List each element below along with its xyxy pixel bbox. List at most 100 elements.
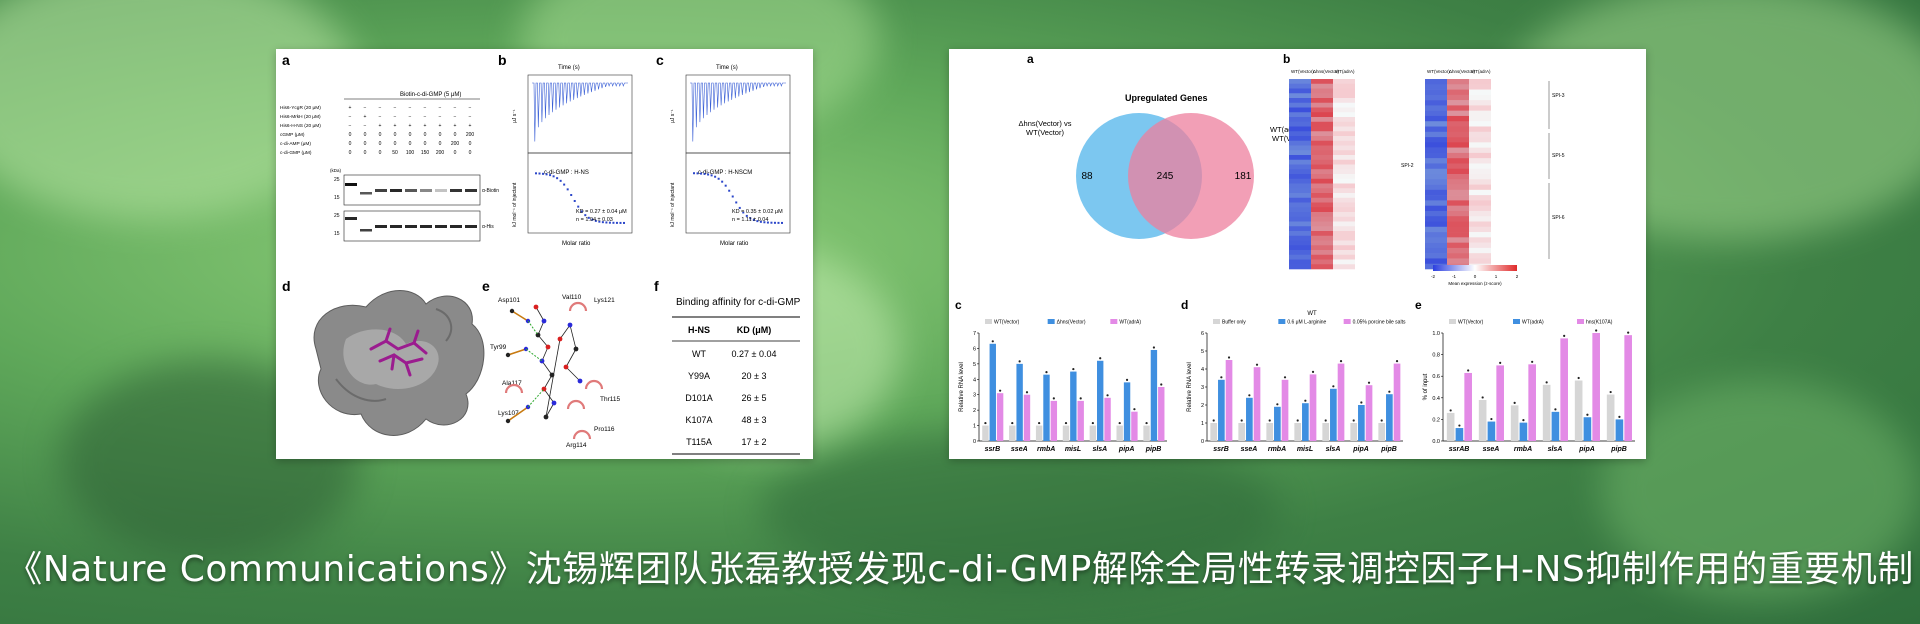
- heatmap-cell: [1447, 247, 1469, 254]
- blot-row-value: 0: [364, 132, 367, 138]
- heatmap-cell: [1289, 212, 1311, 218]
- heatmap-cell: [1447, 168, 1469, 175]
- bar-dot: [1522, 419, 1525, 422]
- residue-label: Lys107: [498, 410, 519, 417]
- heatmap-cell: [1447, 163, 1469, 170]
- heatmap-cell: [1425, 210, 1447, 217]
- colorbar-tick: -1: [1452, 274, 1456, 279]
- bar-category-label: slsA: [1092, 446, 1107, 453]
- bar-legend-label: Buffer only: [1222, 320, 1246, 326]
- bar: [996, 393, 1004, 441]
- bar-legend-swatch: [1577, 319, 1584, 324]
- heatmap-cell: [1289, 240, 1311, 246]
- heatmap-cell: [1425, 147, 1447, 154]
- bar-dot: [1380, 419, 1383, 422]
- heatmap-cell: [1311, 174, 1333, 180]
- itc-c-ylabel: kJ mol⁻¹ of injectant: [670, 182, 676, 227]
- bar-ylabel: % of input: [1423, 373, 1429, 400]
- bar-dot: [1449, 409, 1452, 412]
- heatmap-cell: [1333, 183, 1355, 189]
- blot-band: [465, 225, 477, 228]
- heatmap-cell: [1289, 259, 1311, 265]
- bar-tick-label: 5: [1201, 349, 1204, 355]
- itc-b-fit-frame: [527, 152, 633, 234]
- bar-e-panel-label: e: [1415, 298, 1422, 312]
- heatmap-cell: [1333, 264, 1355, 270]
- heatmap-cell: [1333, 235, 1355, 241]
- bar-category-label: slsA: [1326, 446, 1341, 453]
- itc-point: [598, 220, 601, 223]
- heatmap-cell: [1469, 174, 1491, 180]
- itc-c-raw-trace: [690, 82, 786, 142]
- blot-band: [435, 225, 447, 228]
- ligand-atom: [563, 364, 569, 370]
- colorbar-title: Mean expression (z-score): [1448, 281, 1502, 286]
- heatmap-cell: [1425, 121, 1447, 127]
- heatmap-cell: [1447, 184, 1469, 191]
- itc-point: [742, 211, 745, 214]
- bar-category-label: sseA: [1011, 446, 1028, 453]
- bar-legend-swatch: [985, 319, 992, 324]
- bar-tick-label: 5: [973, 362, 976, 368]
- heatmap-cell: [1447, 79, 1469, 85]
- blot-row-value: +: [454, 123, 457, 129]
- heatmap-cell: [1425, 126, 1447, 133]
- blot-row-value: 0: [439, 132, 442, 138]
- affinity-row-name: Y99A: [688, 371, 710, 381]
- bar-chart-d: 0 1 2 3 4 5 6 Relative RNA level Buffer only 0.6 …: [1187, 319, 1406, 453]
- itc-point: [549, 174, 552, 177]
- blot-band: [450, 189, 462, 192]
- blot-row-value: 0: [364, 150, 367, 156]
- bar: [1143, 425, 1150, 441]
- itc-point: [535, 172, 537, 175]
- bar-dot: [1595, 329, 1598, 332]
- bar-tick-label: 0: [973, 439, 976, 445]
- heatmap-cell: [1333, 207, 1355, 213]
- blot-row-value: 0: [364, 141, 367, 147]
- heatmap-cell: [1289, 188, 1311, 194]
- bar-tick-label: 1.0: [1432, 331, 1440, 337]
- blot-row-value: 0: [349, 141, 352, 147]
- hydrophobic-arc: [504, 383, 524, 394]
- bar-tick-label: 1: [1201, 421, 1204, 427]
- colorbar-tick: -2: [1431, 274, 1435, 279]
- bar: [1302, 403, 1309, 441]
- heatmap-cell: [1311, 264, 1333, 270]
- itc-b-raw-trace: [532, 82, 628, 142]
- itc-point: [731, 195, 734, 198]
- heatmap-cell: [1333, 212, 1355, 218]
- heatmap-cell: [1425, 237, 1447, 243]
- heatmap-cell: [1289, 193, 1311, 199]
- residue-label: Thr115: [600, 396, 620, 403]
- heatmap-cell: [1311, 121, 1333, 127]
- protein-surface: [313, 290, 485, 436]
- blot-row-value: −: [349, 114, 352, 120]
- itc-point: [759, 220, 762, 223]
- heatmap-cell: [1425, 142, 1447, 148]
- marker-25b: 25: [334, 213, 340, 219]
- bar-category-label: pipA: [1352, 446, 1369, 453]
- bar: [1070, 371, 1077, 441]
- heatmap-cell: [1425, 221, 1447, 228]
- heatmap-cell: [1447, 131, 1469, 138]
- heatmap-cell: [1333, 245, 1355, 251]
- bar: [1330, 388, 1337, 441]
- heatmap-cell: [1469, 195, 1491, 201]
- heatmap-cell: [1333, 240, 1355, 246]
- itc-point: [623, 221, 625, 224]
- bar-dot: [1563, 334, 1566, 337]
- blot-band: [420, 189, 432, 192]
- itc-point: [703, 172, 706, 175]
- bar: [1606, 394, 1615, 441]
- bar: [1238, 423, 1246, 441]
- affinity-row-name: K107A: [685, 415, 712, 425]
- heatmap-cell: [1333, 226, 1355, 232]
- right-figure-svg: a Upregulated Genes 88 245 181 Δhns(Vect…: [955, 52, 1635, 453]
- blot-row-value: 0: [349, 150, 352, 156]
- itc-point: [766, 221, 769, 224]
- heatmap-cell: [1289, 117, 1311, 123]
- bar-dot: [1296, 419, 1299, 422]
- ligand-atom: [557, 336, 563, 342]
- panel-f-label: f: [654, 278, 659, 294]
- bar-tick-label: 6: [973, 346, 976, 352]
